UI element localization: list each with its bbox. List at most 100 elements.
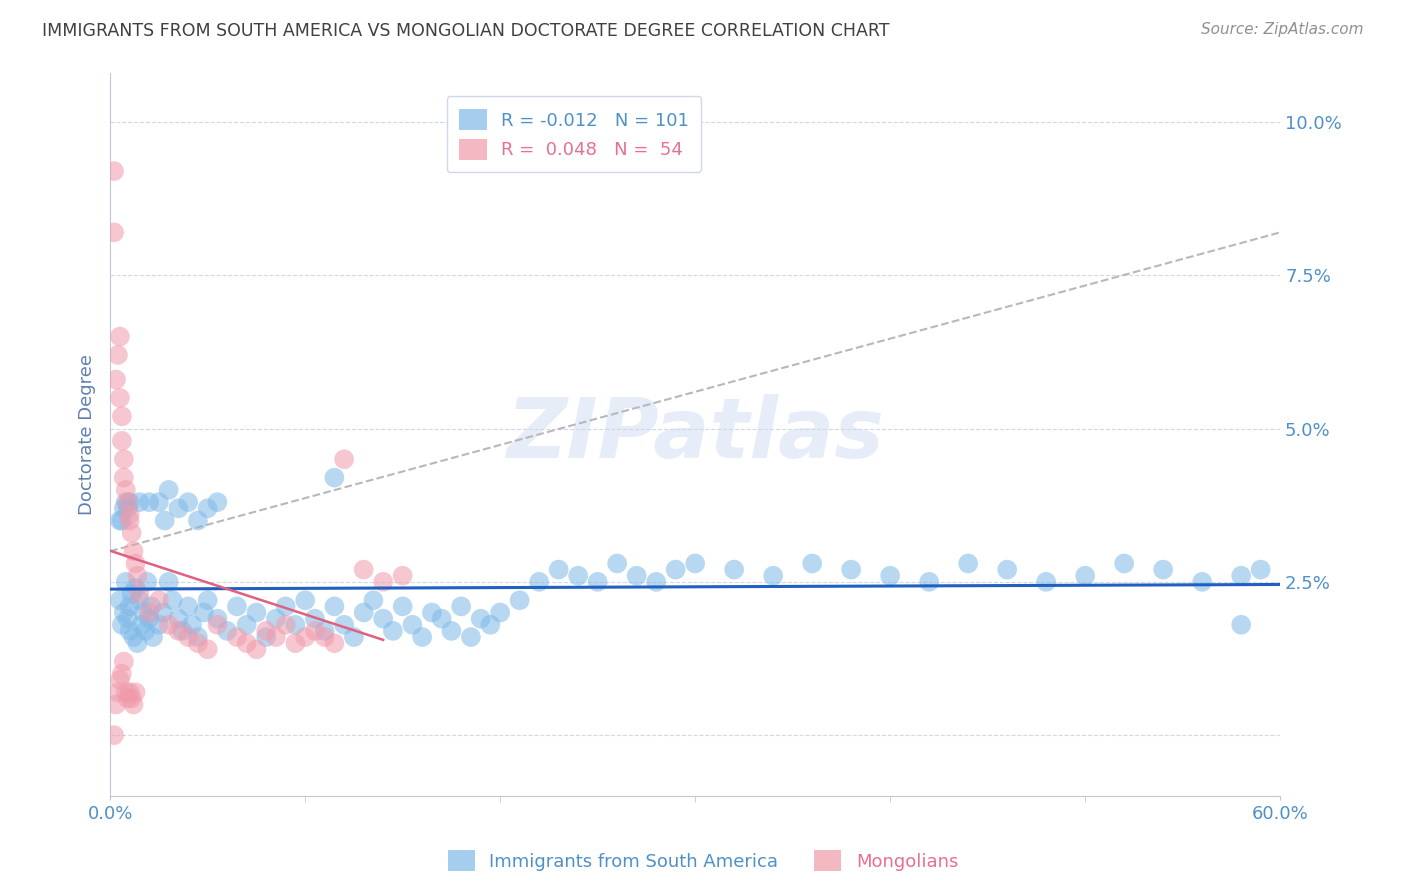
Point	[391, 568, 413, 582]
Point	[128, 593, 150, 607]
Point	[801, 557, 824, 571]
Point	[245, 606, 267, 620]
Point	[187, 630, 209, 644]
Point	[121, 691, 143, 706]
Point	[197, 593, 219, 607]
Point	[264, 630, 287, 644]
Point	[665, 563, 688, 577]
Point	[226, 599, 249, 614]
Point	[217, 624, 239, 638]
Point	[124, 581, 146, 595]
Point	[284, 636, 307, 650]
Point	[197, 501, 219, 516]
Point	[103, 164, 125, 178]
Point	[118, 508, 141, 522]
Point	[157, 483, 180, 497]
Point	[107, 348, 129, 362]
Point	[274, 599, 297, 614]
Point	[108, 391, 131, 405]
Point	[136, 574, 159, 589]
Point	[122, 544, 145, 558]
Point	[254, 624, 277, 638]
Point	[105, 698, 128, 712]
Point	[645, 574, 668, 589]
Point	[363, 593, 385, 607]
Point	[134, 624, 156, 638]
Point	[304, 624, 326, 638]
Y-axis label: Doctorate Degree: Doctorate Degree	[79, 354, 96, 516]
Point	[177, 599, 200, 614]
Point	[127, 568, 149, 582]
Point	[105, 372, 128, 386]
Point	[118, 599, 141, 614]
Point	[567, 568, 589, 582]
Point	[148, 495, 170, 509]
Point	[723, 563, 745, 577]
Point	[112, 452, 135, 467]
Point	[118, 685, 141, 699]
Point	[162, 593, 184, 607]
Point	[1230, 617, 1253, 632]
Point	[167, 501, 190, 516]
Point	[112, 606, 135, 620]
Point	[111, 617, 134, 632]
Point	[323, 470, 346, 484]
Point	[1114, 557, 1136, 571]
Point	[181, 617, 204, 632]
Point	[114, 685, 136, 699]
Point	[117, 612, 139, 626]
Point	[114, 483, 136, 497]
Point	[193, 606, 215, 620]
Point	[157, 617, 180, 632]
Point	[1074, 568, 1097, 582]
Point	[131, 617, 153, 632]
Point	[117, 495, 139, 509]
Point	[294, 630, 316, 644]
Point	[121, 525, 143, 540]
Point	[762, 568, 785, 582]
Point	[401, 617, 423, 632]
Point	[606, 557, 628, 571]
Point	[108, 329, 131, 343]
Point	[207, 617, 229, 632]
Point	[138, 606, 160, 620]
Point	[957, 557, 980, 571]
Point	[111, 409, 134, 424]
Point	[118, 624, 141, 638]
Point	[995, 563, 1018, 577]
Point	[226, 630, 249, 644]
Point	[586, 574, 609, 589]
Point	[121, 587, 143, 601]
Point	[177, 630, 200, 644]
Point	[207, 495, 229, 509]
Point	[235, 617, 257, 632]
Point	[128, 587, 150, 601]
Point	[114, 574, 136, 589]
Point	[124, 557, 146, 571]
Point	[479, 617, 502, 632]
Point	[626, 568, 648, 582]
Point	[207, 612, 229, 626]
Point	[547, 563, 569, 577]
Point	[333, 452, 356, 467]
Text: Source: ZipAtlas.com: Source: ZipAtlas.com	[1201, 22, 1364, 37]
Point	[118, 495, 141, 509]
Point	[107, 685, 129, 699]
Legend: R = -0.012   N = 101, R =  0.048   N =  54: R = -0.012 N = 101, R = 0.048 N = 54	[447, 96, 702, 172]
Point	[132, 606, 155, 620]
Point	[124, 685, 146, 699]
Point	[112, 655, 135, 669]
Point	[148, 593, 170, 607]
Point	[323, 599, 346, 614]
Point	[117, 691, 139, 706]
Point	[1191, 574, 1213, 589]
Point	[304, 612, 326, 626]
Legend: Immigrants from South America, Mongolians: Immigrants from South America, Mongolian…	[440, 843, 966, 879]
Point	[314, 624, 336, 638]
Point	[527, 574, 550, 589]
Point	[167, 624, 190, 638]
Point	[114, 495, 136, 509]
Point	[152, 606, 174, 620]
Point	[103, 728, 125, 742]
Point	[108, 514, 131, 528]
